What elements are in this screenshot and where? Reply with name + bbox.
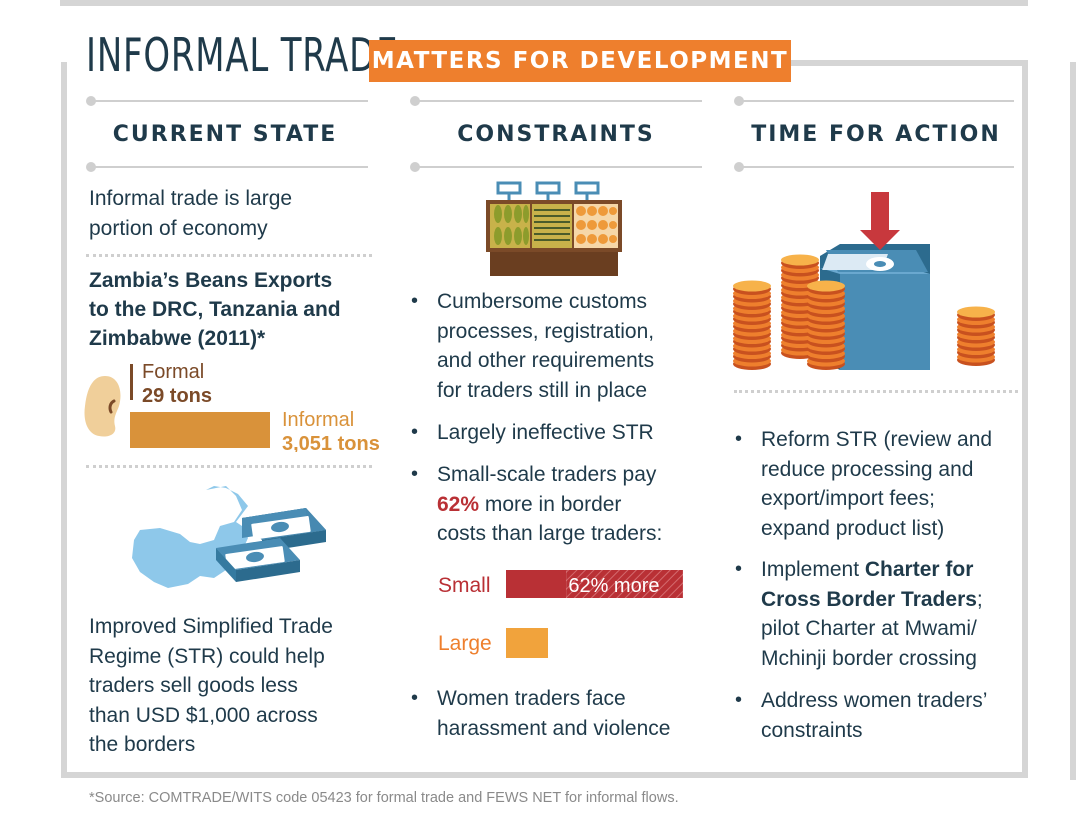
frame-left xyxy=(61,62,67,778)
dotted-divider xyxy=(86,254,372,257)
dotted-divider xyxy=(86,465,372,468)
bullet: • xyxy=(411,290,419,312)
highlight-62: 62% xyxy=(437,492,480,516)
divider xyxy=(410,96,702,106)
coin-stack-icon xyxy=(733,254,995,370)
constraint-item-3: • Small-scale traders pay 62% more in bo… xyxy=(411,460,662,549)
action-item-2: • Implement Charter for Cross Border Tra… xyxy=(735,555,983,673)
heading-current-state: CURRENT STATE xyxy=(112,122,338,147)
bar-large xyxy=(506,628,548,658)
coin xyxy=(957,306,995,318)
divider xyxy=(410,162,702,172)
top-border xyxy=(60,0,1028,6)
divider xyxy=(734,96,1014,106)
divider xyxy=(86,162,368,172)
constraint-item-4: • Women traders face harassment and viol… xyxy=(411,684,670,743)
bullet: • xyxy=(411,463,419,485)
bar-small-extra xyxy=(566,570,683,598)
frame-top xyxy=(790,60,1028,66)
bullet: • xyxy=(735,428,743,450)
market-stall-icon xyxy=(486,181,622,276)
bullet: • xyxy=(735,689,743,711)
bullet: • xyxy=(411,687,419,709)
action-item-3: • Address women traders’ constraints xyxy=(735,686,987,745)
label-small-value: 62% more xyxy=(568,575,659,597)
action-item-1: • Reform STR (review and reduce processi… xyxy=(735,425,992,543)
label-formal-value: 29 tons xyxy=(142,385,212,407)
constraint-item-2: • Largely ineffective STR xyxy=(411,418,654,448)
cash-icon xyxy=(216,508,326,582)
label-large: Large xyxy=(438,632,492,655)
title-tag: MATTERS FOR DEVELOPMENT xyxy=(369,40,791,82)
label-formal: Formal xyxy=(142,361,204,383)
frame-bottom xyxy=(61,772,1028,778)
source-footnote: *Source: COMTRADE/WITS code 05423 for fo… xyxy=(89,790,679,806)
intro-text: Informal trade is large portion of econo… xyxy=(89,187,293,240)
coin xyxy=(733,280,771,292)
divider xyxy=(86,96,368,106)
bullet: • xyxy=(411,421,419,443)
beans-icon xyxy=(84,376,121,437)
chart-title: Zambia’s Beans Exports to the DRC, Tanza… xyxy=(89,269,341,350)
bullet: • xyxy=(735,558,743,580)
bar-small xyxy=(506,570,567,598)
label-informal-value: 3,051 tons xyxy=(282,433,380,452)
dotted-divider xyxy=(734,390,1018,393)
label-small: Small xyxy=(438,574,491,597)
page-edge xyxy=(1070,62,1076,780)
zambia-map-icon xyxy=(132,486,326,588)
divider xyxy=(734,162,1014,172)
coin xyxy=(807,280,845,292)
cost-chart: Small 62% more Large xyxy=(438,570,683,658)
bar-informal xyxy=(130,412,270,448)
heading-constraints: CONSTRAINTS xyxy=(457,122,655,147)
heading-time-for-action: TIME FOR ACTION xyxy=(751,122,1001,147)
bar-formal xyxy=(130,364,133,400)
label-informal: Informal xyxy=(282,409,354,431)
coin xyxy=(781,254,819,266)
constraint-item-1: • Cumbersome customs processes, registra… xyxy=(411,287,654,405)
str-text: Improved Simplified Trade Regime (STR) c… xyxy=(89,615,333,756)
beans-chart: Formal 29 tons Informal 3,051 tons xyxy=(130,361,380,452)
frame-right xyxy=(1022,60,1028,778)
page-title: INFORMAL TRADE xyxy=(86,28,399,82)
